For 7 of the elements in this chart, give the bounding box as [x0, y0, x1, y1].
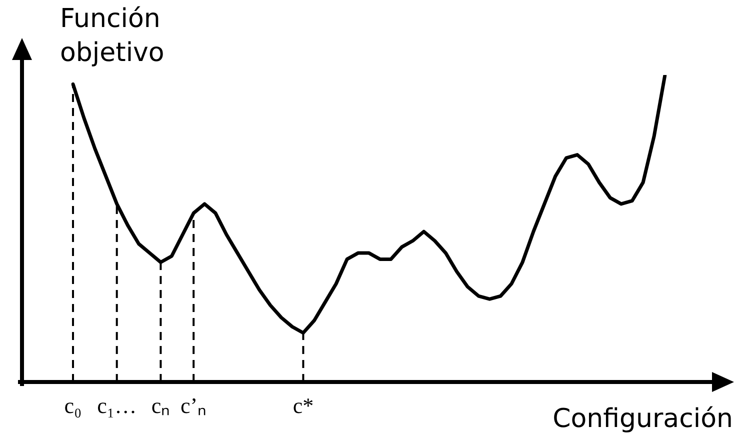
x-tick-label: c’ₙ	[180, 392, 207, 418]
x-tick-label: cₙ	[151, 392, 170, 418]
x-tick-label: c₀	[64, 392, 82, 418]
x-axis-title: Configuración	[552, 404, 733, 434]
y-axis-title: Función objetivo	[60, 3, 164, 70]
x-tick-label: c₁…	[97, 392, 137, 418]
x-tick-label: c*	[292, 392, 314, 418]
